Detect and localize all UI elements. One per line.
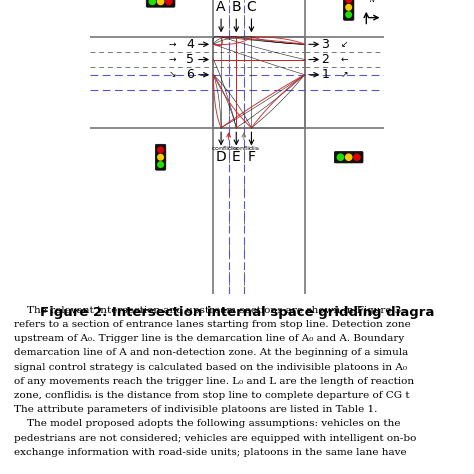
Text: E: E xyxy=(232,150,241,164)
Text: demarcation line of A and non-detection zone. At the beginning of a simula: demarcation line of A and non-detection … xyxy=(14,348,409,357)
Text: 1: 1 xyxy=(321,68,329,81)
FancyBboxPatch shape xyxy=(334,152,363,163)
Text: 2: 2 xyxy=(321,53,329,66)
Text: zone, conflidisᵢ is the distance from stop line to complete departure of CG t: zone, conflidisᵢ is the distance from st… xyxy=(14,391,410,400)
Text: ←: ← xyxy=(340,55,348,64)
Text: signal control strategy is calculated based on the indivisible platoons in A₀: signal control strategy is calculated ba… xyxy=(14,363,407,372)
Circle shape xyxy=(346,12,351,18)
Text: C: C xyxy=(246,0,256,14)
Text: The model proposed adopts the following assumptions: vehicles on the: The model proposed adopts the following … xyxy=(14,419,401,428)
Circle shape xyxy=(158,147,164,153)
Circle shape xyxy=(158,162,164,167)
Text: pedestrians are not considered; vehicles are equipped with intelligent on-bo: pedestrians are not considered; vehicles… xyxy=(14,434,417,443)
Circle shape xyxy=(346,5,351,10)
Text: conflidis$_i$: conflidis$_i$ xyxy=(232,144,261,153)
Text: D: D xyxy=(216,150,227,164)
Circle shape xyxy=(166,0,172,5)
Text: B: B xyxy=(231,0,241,14)
Text: 5: 5 xyxy=(186,53,194,66)
Circle shape xyxy=(157,0,164,5)
Text: ↙: ↙ xyxy=(340,40,348,49)
Circle shape xyxy=(346,0,351,3)
Text: of any movements reach the trigger line. L₀ and L are the length of reaction: of any movements reach the trigger line.… xyxy=(14,377,414,386)
Circle shape xyxy=(346,154,352,160)
Text: →: → xyxy=(169,40,176,49)
Circle shape xyxy=(149,0,155,5)
Text: The relevant intersection and upstream sections are shown in Figure 3.: The relevant intersection and upstream s… xyxy=(14,306,405,315)
Circle shape xyxy=(354,154,360,160)
Text: A: A xyxy=(216,0,226,14)
Text: exchange information with road-side units; platoons in the same lane have: exchange information with road-side unit… xyxy=(14,448,407,457)
Text: Figure 2. Intersection internal space gridding diagra: Figure 2. Intersection internal space gr… xyxy=(40,306,434,319)
Text: 6: 6 xyxy=(186,68,194,81)
FancyBboxPatch shape xyxy=(344,0,354,20)
Text: F: F xyxy=(247,150,255,164)
Text: refers to a section of entrance lanes starting from stop line. Detection zone: refers to a section of entrance lanes st… xyxy=(14,320,411,329)
Text: The attribute parameters of indivisible platoons are listed in Table 1.: The attribute parameters of indivisible … xyxy=(14,405,378,414)
Text: 3: 3 xyxy=(321,38,329,51)
Text: upstream of A₀. Trigger line is the demarcation line of A₀ and A. Boundary: upstream of A₀. Trigger line is the dema… xyxy=(14,334,404,343)
Text: ↗: ↗ xyxy=(340,70,348,79)
FancyBboxPatch shape xyxy=(146,0,175,7)
Text: conflidis$_i$: conflidis$_i$ xyxy=(211,144,240,153)
Circle shape xyxy=(337,154,344,160)
Circle shape xyxy=(158,155,164,160)
Text: $^N$: $^N$ xyxy=(369,0,376,8)
Text: →: → xyxy=(169,55,176,64)
FancyBboxPatch shape xyxy=(155,144,166,170)
Text: 4: 4 xyxy=(186,38,194,51)
Text: ↘: ↘ xyxy=(169,70,176,79)
